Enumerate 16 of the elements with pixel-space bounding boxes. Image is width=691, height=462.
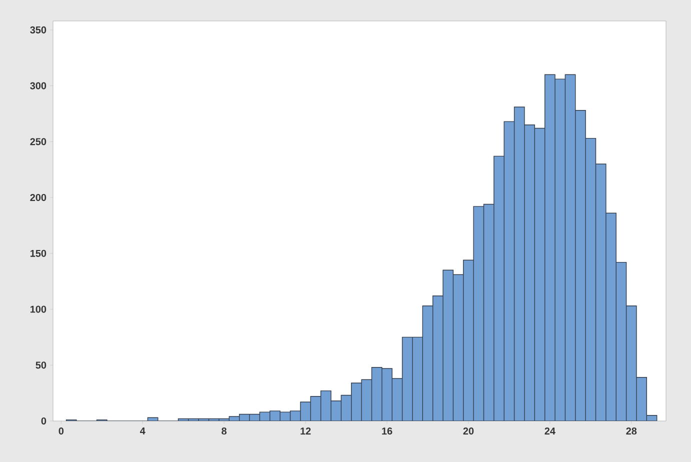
- y-tick-label: 0: [41, 417, 46, 425]
- y-tick-label: 350: [30, 26, 46, 34]
- x-tick-label: 16: [382, 428, 392, 435]
- x-tick-label: 20: [463, 428, 474, 435]
- y-tick-label: 50: [36, 362, 46, 369]
- y-tick-label: 150: [30, 250, 46, 257]
- x-tick-label: 0: [58, 428, 64, 435]
- y-tick-label: 300: [30, 82, 46, 90]
- y-tick-label: 100: [30, 306, 46, 313]
- y-tick-label: 200: [30, 194, 46, 202]
- x-tick-label: 24: [544, 428, 556, 434]
- x-tick-label: 28: [626, 428, 637, 435]
- x-tick-label: 4: [140, 428, 146, 434]
- x-tick-label: 12: [300, 428, 311, 434]
- y-tick-label: 250: [30, 138, 46, 146]
- x-tick-label: 8: [222, 428, 227, 435]
